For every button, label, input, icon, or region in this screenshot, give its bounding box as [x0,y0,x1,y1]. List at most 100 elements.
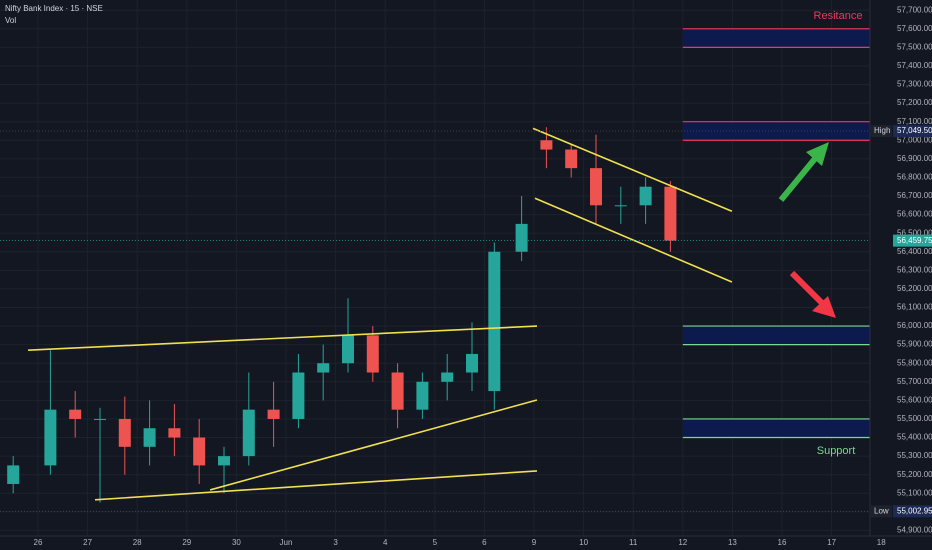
candle-body [639,186,652,206]
x-tick-label: 16 [778,538,787,547]
candle-body [590,168,603,206]
candle-body [44,409,57,466]
price-marker-value: 56,459.75 [897,236,932,245]
zone [682,418,870,438]
candle-body [7,465,20,484]
candle-body [193,437,206,466]
candle-body [540,140,553,150]
x-tick-label: 30 [232,538,241,547]
y-tick-label: 56,700.00 [897,191,932,200]
candle-body [515,223,528,252]
candle-body [267,409,280,419]
y-tick-label: 57,100.00 [897,117,932,126]
y-tick-label: 55,200.00 [897,470,932,479]
candle-body [391,372,404,410]
price-marker-label-box [871,125,892,138]
y-tick-label: 57,300.00 [897,80,932,89]
price-marker-box [893,125,932,138]
candle-body [342,335,354,364]
y-tick-label: 57,000.00 [897,135,932,144]
y-tick-label: 56,400.00 [897,247,932,256]
price-marker-label: Low [874,506,889,515]
price-marker-box [893,505,932,518]
zones-layer [682,28,870,439]
x-tick-label: 12 [678,538,687,547]
x-tick-label: 18 [877,538,886,547]
y-tick-label: 56,500.00 [897,228,932,237]
arrow-down-shaft [789,270,828,309]
arrow-down-head [812,296,836,318]
candle-body [143,428,156,447]
y-tick-label: 57,200.00 [897,98,932,107]
candle-body [217,456,230,466]
y-tick-label: 55,600.00 [897,395,932,404]
x-tick-label: 6 [482,538,487,547]
trendline [532,127,733,212]
y-tick-label: 57,600.00 [897,24,932,33]
y-tick-label: 57,700.00 [897,5,932,14]
y-tick-label: 55,800.00 [897,358,932,367]
x-tick-label: 10 [579,538,588,547]
annotation: Support [817,445,856,457]
trendlines-layer [28,127,733,501]
y-tick-label: 56,200.00 [897,284,932,293]
candle-body [93,418,106,420]
y-tick-label: 55,700.00 [897,377,932,386]
annotation: Resitance [814,10,863,22]
trendline [94,470,538,501]
candle-body [565,149,578,169]
y-tick-label: 55,400.00 [897,433,932,442]
x-tick-label: Jun [280,538,293,547]
price-marker-label: High [874,126,890,135]
candle-body [168,428,181,438]
candles-layer [7,127,677,503]
y-tick-label: 56,000.00 [897,321,932,330]
x-tick-label: 29 [182,538,191,547]
candle-body [242,409,255,457]
y-tick-label: 56,800.00 [897,173,932,182]
x-tick-label: 13 [728,538,737,547]
price-marker-box [893,234,932,247]
price-marker-value: 55,002.95 [897,506,932,515]
x-tick-label: 4 [383,538,388,547]
axis-layer: 57,700.00 57,600.00 57,500.00 57,400.00 57,3… [34,5,932,547]
x-tick-label: 11 [629,538,638,547]
x-tick-label: 27 [83,538,92,547]
zone [682,121,870,141]
zone [682,28,870,48]
arrows [778,142,836,318]
candle-body [488,251,501,392]
arrow-up-shaft [778,153,821,202]
trendline [534,197,733,283]
candle-body [317,363,330,373]
x-tick-label: 9 [532,538,537,547]
y-tick-label: 54,900.00 [897,526,932,535]
y-tick-label: 57,400.00 [897,61,932,70]
trendline [28,325,538,352]
candle-body [664,186,677,241]
candle-body [614,205,627,207]
candle-body [292,372,305,419]
candle-body [69,409,82,419]
y-tick-label: 55,500.00 [897,414,932,423]
price-marker-label-box [871,505,892,518]
candle-body [416,381,429,410]
x-tick-label: 17 [827,538,836,547]
arrow-up-head [806,142,829,166]
y-tick-label: 55,100.00 [897,488,932,497]
y-tick-label: 55,900.00 [897,340,932,349]
grid-layer [0,0,870,536]
volume-label: Vol [5,16,16,25]
candle-body [466,353,479,373]
x-tick-label: 5 [433,538,438,547]
chart-title: Nifty Bank Index · 15 · NSE [5,4,103,13]
candle-body [118,418,131,447]
y-tick-label: 56,600.00 [897,210,932,219]
y-tick-label: 56,900.00 [897,154,932,163]
x-tick-label: 26 [34,538,43,547]
y-tick-label: 56,300.00 [897,265,932,274]
y-tick-label: 57,500.00 [897,42,932,51]
candle-body [441,372,454,382]
